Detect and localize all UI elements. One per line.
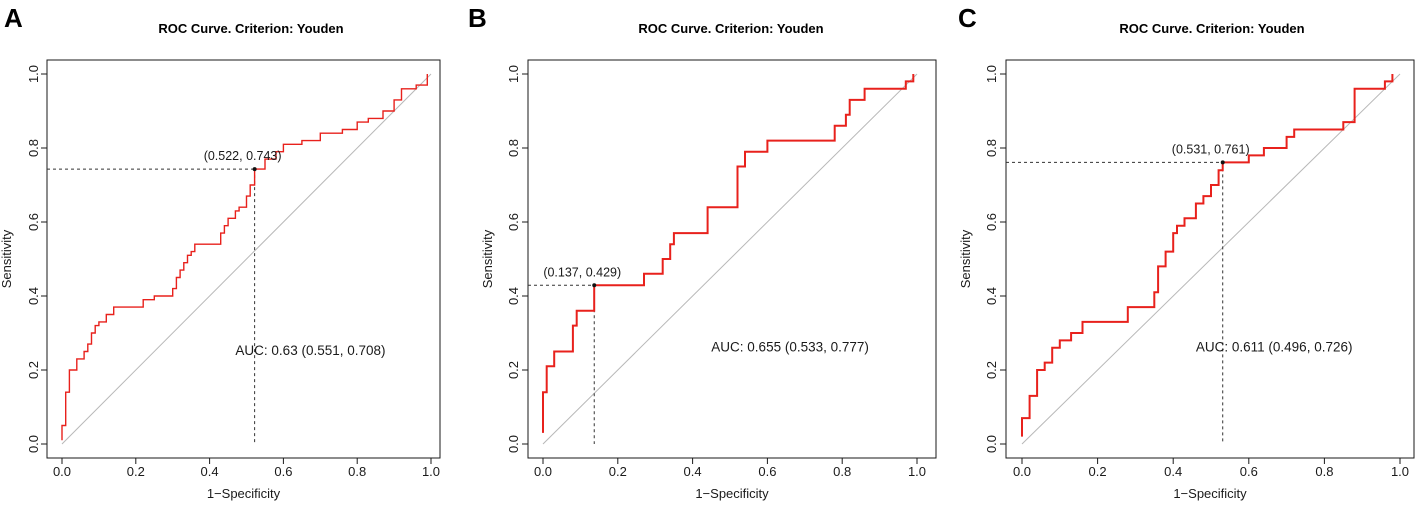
roc-panel-c: C ROC Curve. Criterion: Youden 0.0 0.2 0.4 0.… xyxy=(958,3,1415,501)
y-tick-label: 1.0 xyxy=(26,65,41,83)
y-tick-label: 0.6 xyxy=(506,213,521,231)
cutoff-point xyxy=(1220,160,1225,165)
y-tick-label: 0.4 xyxy=(506,287,521,305)
y-tick-label: 0.2 xyxy=(506,361,521,379)
cutoff-point xyxy=(252,167,257,172)
cutoff-label: (0.531, 0.761) xyxy=(1172,142,1250,156)
roc-panel-a: A ROC Curve. Criterion: Youden 0.0 0.2 0.4 0.… xyxy=(0,3,441,501)
cutoff-label: (0.522, 0.743) xyxy=(204,149,282,163)
x-tick-label: 0.6 xyxy=(274,464,292,479)
y-tick-label: 0.2 xyxy=(26,361,41,379)
auc-label: AUC: 0.611 (0.496, 0.726) xyxy=(1196,340,1353,355)
y-axis-label: Sensitivity xyxy=(0,229,14,288)
y-tick-label: 0.8 xyxy=(26,139,41,157)
x-tick-label: 0.0 xyxy=(1013,464,1031,479)
chart-title: ROC Curve. Criterion: Youden xyxy=(1119,21,1304,36)
auc-label: AUC: 0.655 (0.533, 0.777) xyxy=(711,340,869,355)
diagonal-reference-line xyxy=(61,73,432,445)
x-axis-label: 1−Specificity xyxy=(207,486,281,501)
y-tick-label: 0.6 xyxy=(26,213,41,231)
roc-curve-line xyxy=(1021,74,1394,437)
x-tick-label: 1.0 xyxy=(1391,464,1409,479)
panel-label: B xyxy=(468,3,487,33)
roc-curve-line xyxy=(542,74,915,433)
plot-frame xyxy=(46,59,441,459)
y-tick-label: 0.8 xyxy=(984,139,999,157)
x-tick-label: 0.2 xyxy=(1089,464,1107,479)
y-tick-label: 0.4 xyxy=(26,287,41,305)
x-tick-label: 0.2 xyxy=(609,464,627,479)
x-tick-label: 0.4 xyxy=(684,464,702,479)
x-tick-label: 0.8 xyxy=(833,464,851,479)
y-tick-label: 0.2 xyxy=(984,361,999,379)
y-tick-label: 0.4 xyxy=(984,287,999,305)
cutoff-point xyxy=(592,283,597,288)
panel-label: A xyxy=(4,3,23,33)
chart-title: ROC Curve. Criterion: Youden xyxy=(638,21,823,36)
chart-title: ROC Curve. Criterion: Youden xyxy=(158,21,343,36)
x-tick-label: 0.4 xyxy=(201,464,219,479)
cutoff-label: (0.137, 0.429) xyxy=(543,265,621,279)
y-tick-label: 0.0 xyxy=(26,435,41,453)
x-tick-label: 1.0 xyxy=(422,464,440,479)
y-axis-label: Sensitivity xyxy=(958,229,973,288)
diagonal-reference-line xyxy=(1021,73,1401,445)
panel-label: C xyxy=(958,3,977,33)
x-axis-label: 1−Specificity xyxy=(1173,486,1247,501)
plot-frame xyxy=(1005,59,1415,459)
y-tick-label: 0.8 xyxy=(506,139,521,157)
x-tick-label: 1.0 xyxy=(908,464,926,479)
plot-frame xyxy=(527,59,937,459)
y-tick-label: 0.0 xyxy=(506,435,521,453)
y-tick-label: 1.0 xyxy=(984,65,999,83)
x-tick-label: 0.8 xyxy=(1315,464,1333,479)
x-tick-label: 0.6 xyxy=(758,464,776,479)
auc-label: AUC: 0.63 (0.551, 0.708) xyxy=(235,343,385,358)
diagonal-reference-line xyxy=(542,73,918,445)
x-tick-label: 0.6 xyxy=(1240,464,1258,479)
roc-panel-b: B ROC Curve. Criterion: Youden 0.0 0.2 0.4 0.… xyxy=(468,3,937,501)
x-tick-label: 0.8 xyxy=(348,464,366,479)
y-tick-label: 0.0 xyxy=(984,435,999,453)
x-tick-label: 0.0 xyxy=(53,464,71,479)
roc-curve-line xyxy=(61,74,428,441)
y-axis-label: Sensitivity xyxy=(480,229,495,288)
y-tick-label: 1.0 xyxy=(506,65,521,83)
x-tick-label: 0.0 xyxy=(534,464,552,479)
x-tick-label: 0.2 xyxy=(127,464,145,479)
y-tick-label: 0.6 xyxy=(984,213,999,231)
x-axis-label: 1−Specificity xyxy=(695,486,769,501)
x-tick-label: 0.4 xyxy=(1164,464,1182,479)
